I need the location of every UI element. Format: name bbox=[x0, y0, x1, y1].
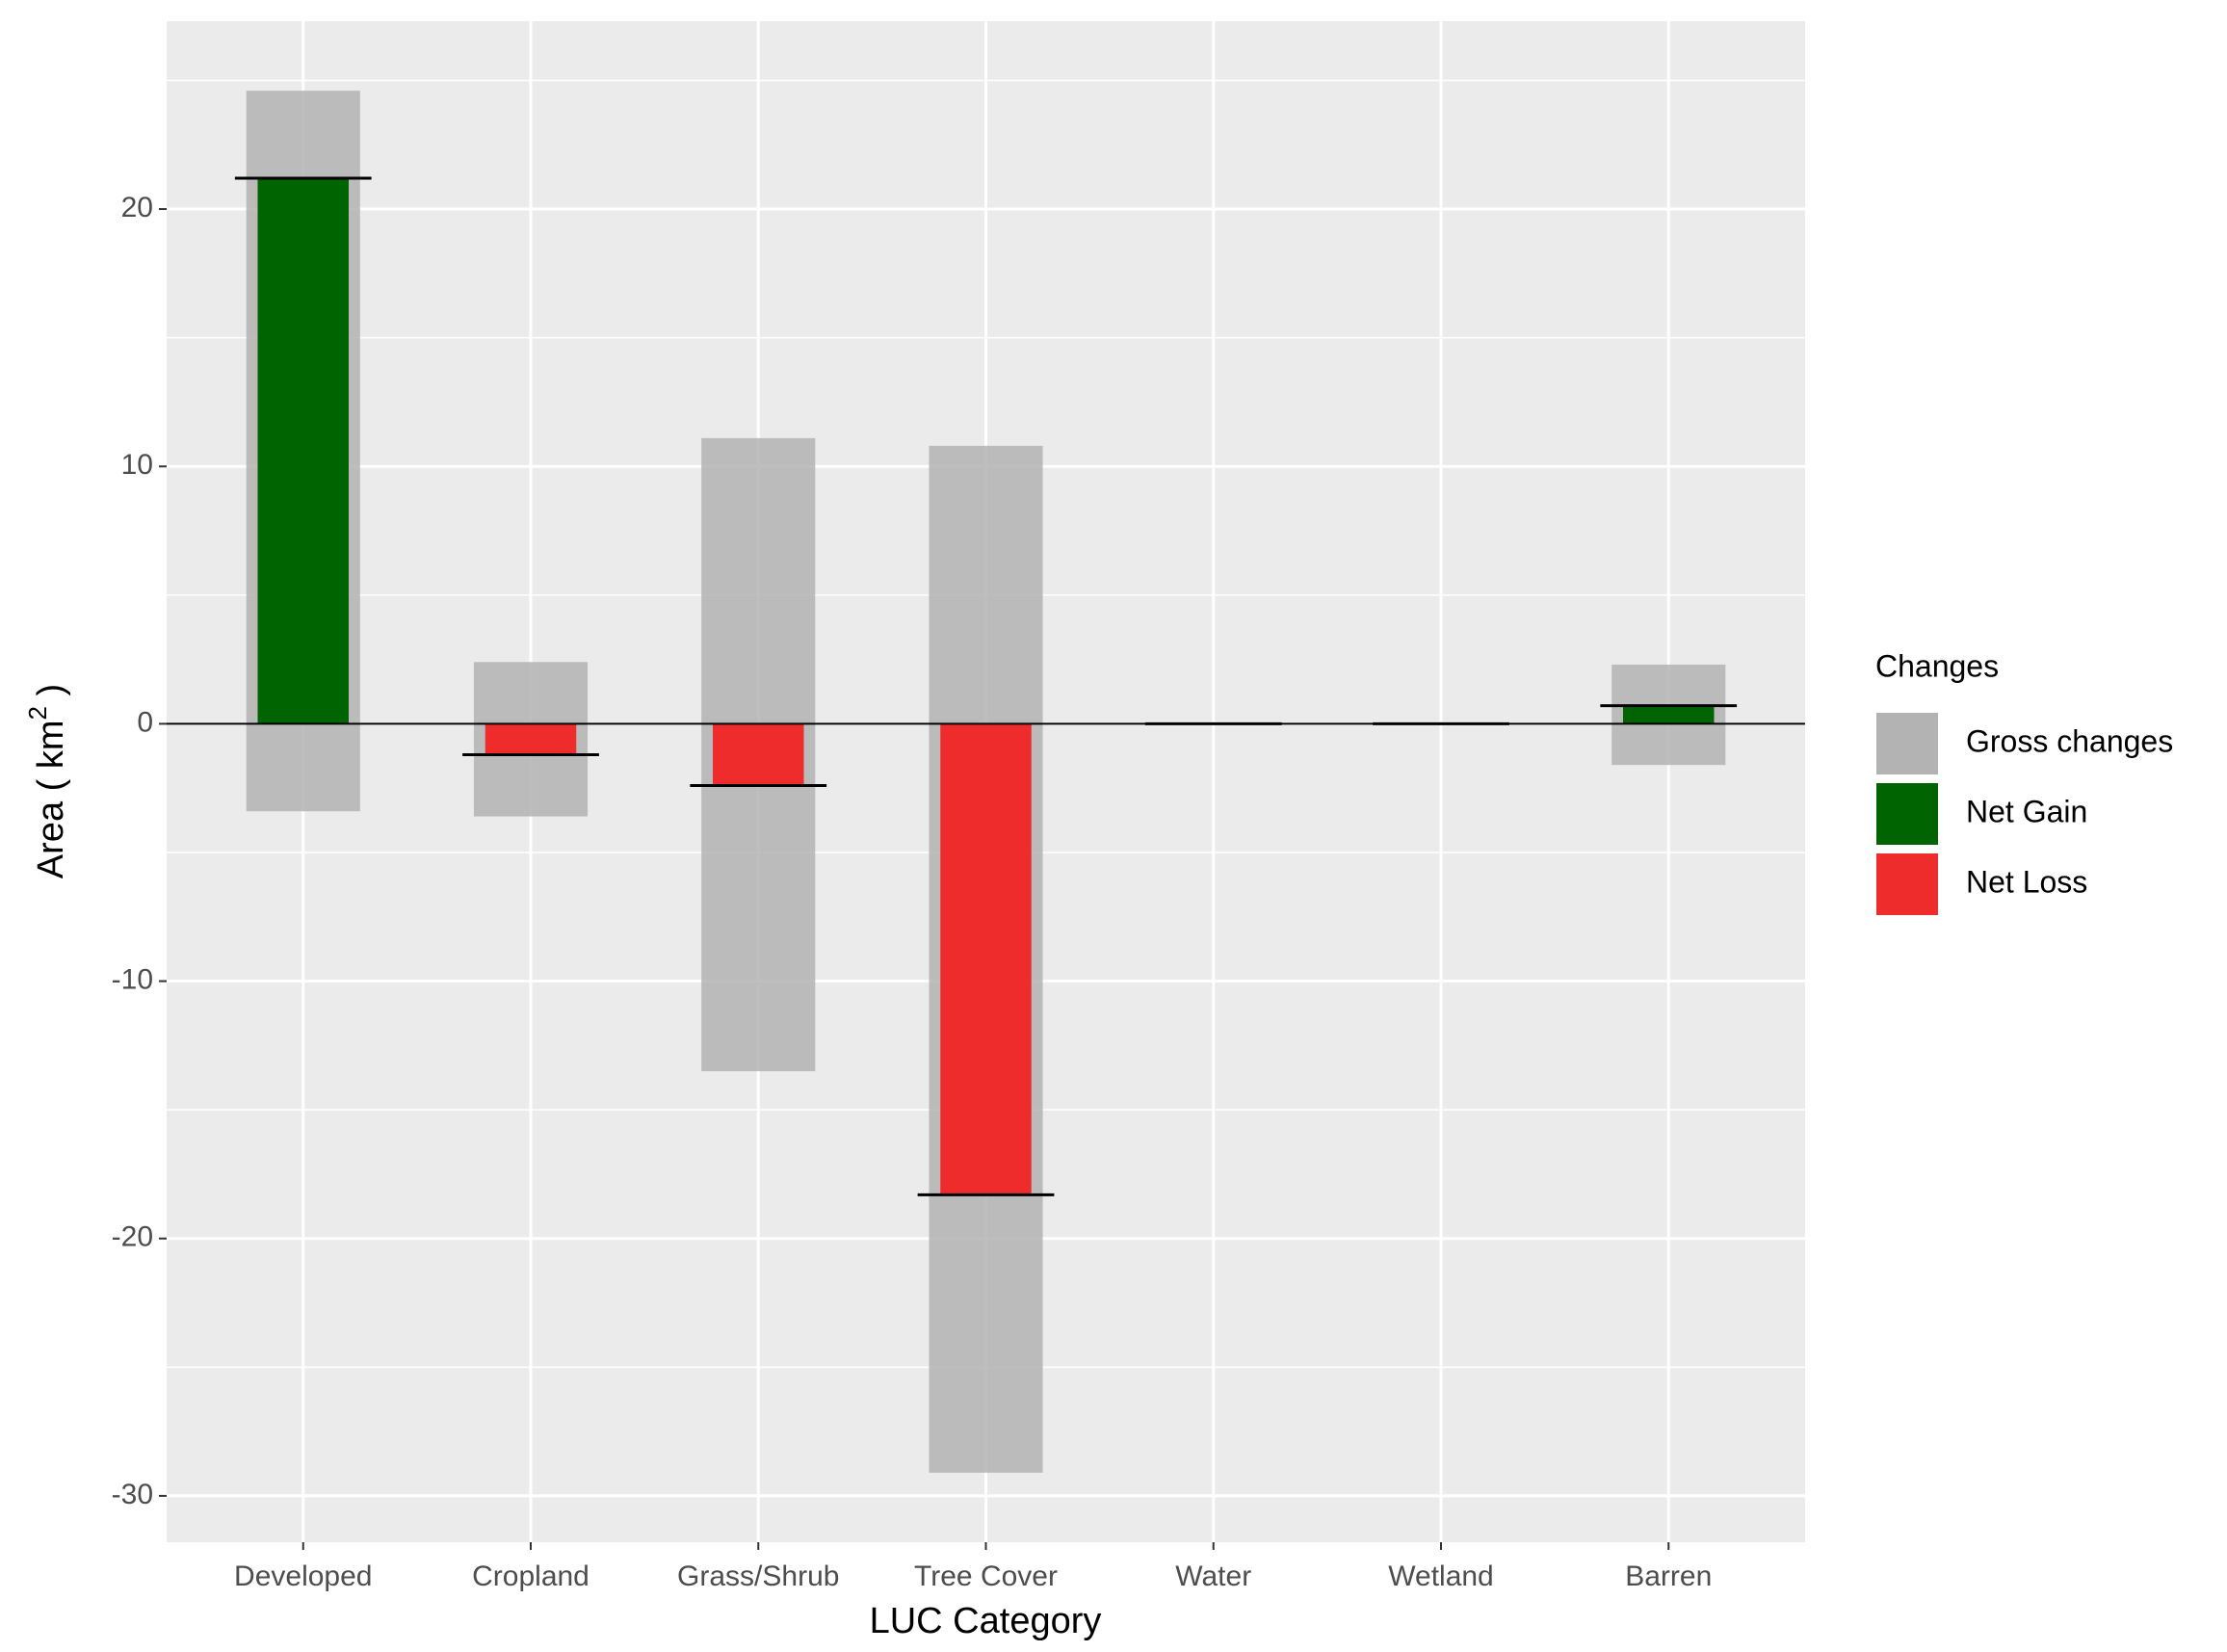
legend-key bbox=[1874, 781, 1940, 847]
x-tick-label: Grass/Shrub bbox=[677, 1560, 839, 1592]
x-tick-label: Water bbox=[1175, 1560, 1251, 1592]
y-title-suffix: ) bbox=[31, 684, 71, 706]
legend-label: Net Loss bbox=[1966, 864, 2087, 899]
gross-bar bbox=[1611, 723, 1726, 766]
legend-label: Net Gain bbox=[1966, 794, 2087, 828]
y-tick-label: 20 bbox=[121, 192, 153, 223]
x-tick-label: Wetland bbox=[1388, 1560, 1494, 1592]
x-axis-title: LUC Category bbox=[870, 1601, 1102, 1641]
net-gain-bar bbox=[1623, 705, 1715, 724]
x-tick-label: Barren bbox=[1625, 1560, 1712, 1592]
legend-key bbox=[1874, 852, 1940, 917]
y-title-sup: 2 bbox=[23, 706, 52, 720]
y-tick-label: -10 bbox=[112, 963, 153, 995]
net-loss-bar bbox=[713, 723, 804, 786]
net-gain-bar bbox=[257, 177, 349, 724]
legend-key bbox=[1874, 711, 1940, 776]
gross-bar bbox=[929, 445, 1043, 724]
legend-title: Changes bbox=[1875, 648, 1999, 683]
x-tick-label: Tree Cover bbox=[914, 1560, 1058, 1592]
gross-bar bbox=[701, 437, 816, 724]
y-tick-label: 0 bbox=[137, 706, 153, 738]
gross-bar bbox=[246, 723, 360, 812]
legend-label: Gross changes bbox=[1966, 723, 2173, 758]
net-loss-bar bbox=[485, 723, 577, 755]
gross-bar bbox=[473, 662, 589, 724]
y-tick-label: -30 bbox=[112, 1479, 153, 1510]
y-axis-title: Area ( km2 ) bbox=[23, 684, 71, 878]
y-title-text: Area ( km bbox=[31, 720, 71, 878]
y-tick-label: 10 bbox=[121, 449, 153, 481]
x-tick-label: Developed bbox=[234, 1560, 372, 1592]
y-tick-label: -20 bbox=[112, 1221, 153, 1253]
x-tick-label: Cropland bbox=[472, 1560, 590, 1592]
net-loss-bar bbox=[940, 723, 1032, 1195]
